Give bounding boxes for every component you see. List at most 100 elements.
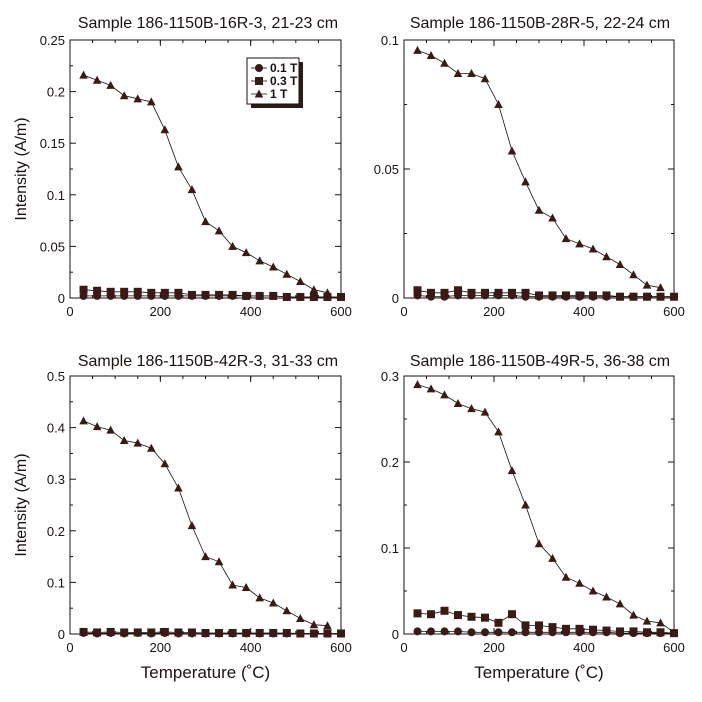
x-tick-label: 200 xyxy=(149,640,171,655)
data-point xyxy=(548,291,557,300)
chart-title: Sample 186-1150B-28R-5, 22-24 cm xyxy=(410,15,670,32)
series-0-1-t xyxy=(413,291,678,301)
series-line xyxy=(417,49,661,289)
data-point xyxy=(548,213,557,222)
y-tick-label: 0.05 xyxy=(374,162,399,177)
data-point xyxy=(106,287,115,296)
panel-3: Sample 186-1150B-42R-3, 31-33 cm 0 200 400 6… xyxy=(13,353,352,682)
data-point xyxy=(79,291,88,300)
y-tick-label: 0.4 xyxy=(47,421,65,436)
series-0-1-t xyxy=(413,627,678,638)
data-point xyxy=(255,291,264,300)
data-point xyxy=(228,580,237,589)
data-point xyxy=(589,291,597,300)
x-tick-label: 0 xyxy=(66,304,73,319)
data-point xyxy=(656,292,665,301)
series-line xyxy=(83,420,328,627)
data-point xyxy=(521,177,530,186)
x-tick-label: 200 xyxy=(149,304,171,319)
data-point xyxy=(562,291,570,300)
y-tick-label: 0 xyxy=(392,291,399,306)
y-axis-label: Intensity (A/m) xyxy=(13,453,30,556)
data-point xyxy=(535,621,543,630)
data-point xyxy=(241,248,251,257)
y-tick-label: 0.5 xyxy=(47,369,65,384)
data-point xyxy=(174,162,183,171)
series-1-t xyxy=(413,380,679,636)
data-point xyxy=(494,628,503,637)
y-tick-label: 0.2 xyxy=(381,455,399,470)
data-point xyxy=(79,285,88,294)
data-point xyxy=(481,613,489,622)
legend-marker xyxy=(254,89,264,98)
data-point xyxy=(147,628,156,637)
x-tick-label: 400 xyxy=(573,304,595,319)
x-tick-label: 0 xyxy=(400,304,407,319)
data-point xyxy=(602,592,611,601)
x-axis-label: Temperature (˚C) xyxy=(474,663,603,682)
data-point xyxy=(426,50,436,59)
data-point xyxy=(79,416,88,425)
legend-marker xyxy=(255,77,263,85)
data-point xyxy=(160,288,169,297)
data-point xyxy=(521,500,530,509)
series-0-3-t xyxy=(413,606,678,638)
y-tick-label: 0.1 xyxy=(47,188,65,203)
x-axis-label: Temperature (˚C) xyxy=(141,663,270,682)
data-point xyxy=(440,606,449,615)
data-point xyxy=(642,616,652,625)
data-point xyxy=(269,291,278,300)
data-point xyxy=(309,292,318,301)
data-point xyxy=(187,628,196,637)
data-point xyxy=(548,553,557,562)
data-point xyxy=(282,292,291,301)
data-point xyxy=(454,286,462,295)
data-point xyxy=(106,80,115,89)
data-point xyxy=(427,610,435,619)
y-tick-label: 0 xyxy=(392,627,399,642)
data-point xyxy=(589,625,597,634)
data-point xyxy=(215,290,224,299)
data-point xyxy=(106,627,115,636)
data-point xyxy=(228,241,237,250)
data-point xyxy=(575,578,584,587)
x-tick-label: 200 xyxy=(483,640,505,655)
y-tick-label: 0.3 xyxy=(381,369,399,384)
data-point xyxy=(133,287,142,296)
y-tick-label: 0.3 xyxy=(47,472,65,487)
data-point xyxy=(629,292,638,301)
data-point xyxy=(615,599,625,608)
y-tick-label: 0.1 xyxy=(381,541,399,556)
data-point xyxy=(616,292,624,301)
data-point xyxy=(119,91,129,100)
chart-title: Sample 186-1150B-16R-3, 21-23 cm xyxy=(78,15,338,32)
data-point xyxy=(160,459,170,468)
series-0-3-t xyxy=(79,627,345,638)
data-point xyxy=(160,627,169,636)
data-point xyxy=(521,628,530,637)
data-point xyxy=(201,552,210,561)
data-point xyxy=(201,217,210,226)
data-point xyxy=(588,244,598,253)
data-point xyxy=(337,629,345,638)
data-point xyxy=(535,628,543,637)
data-point xyxy=(534,539,544,548)
data-point xyxy=(120,287,129,296)
data-point xyxy=(93,286,102,295)
data-point xyxy=(507,466,517,475)
plot-frame xyxy=(403,39,675,299)
data-point xyxy=(480,74,490,83)
data-point xyxy=(268,598,278,607)
data-point xyxy=(296,629,305,638)
y-tick-label: 0.2 xyxy=(47,524,65,539)
data-point xyxy=(656,618,665,627)
legend-label: 0.1 T xyxy=(270,61,298,75)
data-point xyxy=(228,628,237,637)
data-point xyxy=(561,234,571,243)
chart-title: Sample 186-1150B-42R-3, 31-33 cm xyxy=(78,353,338,370)
data-point xyxy=(440,58,449,67)
x-tick-label: 600 xyxy=(330,304,352,319)
data-point xyxy=(548,623,557,632)
x-tick-label: 600 xyxy=(663,640,685,655)
